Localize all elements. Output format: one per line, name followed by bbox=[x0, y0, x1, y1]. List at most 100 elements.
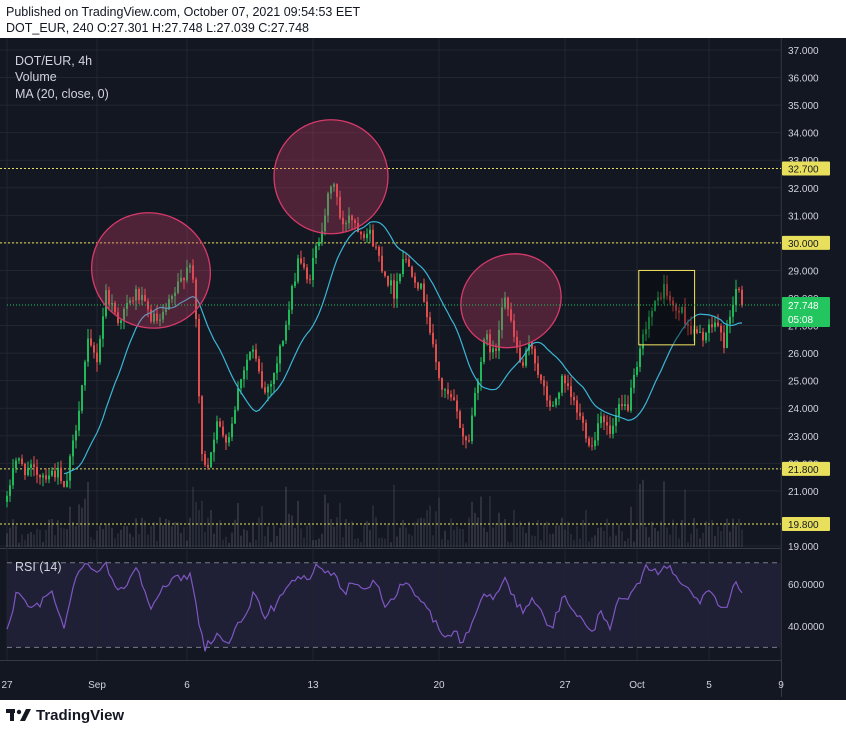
candle[interactable] bbox=[216, 421, 218, 440]
candle[interactable] bbox=[435, 344, 437, 363]
candle[interactable] bbox=[573, 397, 575, 401]
candle[interactable] bbox=[417, 282, 419, 289]
candle[interactable] bbox=[378, 247, 380, 256]
candle[interactable] bbox=[327, 193, 329, 216]
candle[interactable] bbox=[225, 435, 227, 443]
candle[interactable] bbox=[348, 215, 350, 224]
candle[interactable] bbox=[732, 304, 734, 317]
candle[interactable] bbox=[204, 454, 206, 465]
candle[interactable] bbox=[438, 362, 440, 379]
candle[interactable] bbox=[234, 409, 236, 424]
candle[interactable] bbox=[576, 400, 578, 413]
candle[interactable] bbox=[474, 392, 476, 416]
candle[interactable] bbox=[399, 274, 401, 282]
candle[interactable] bbox=[339, 196, 341, 218]
candle[interactable] bbox=[657, 297, 659, 301]
candle[interactable] bbox=[306, 267, 308, 280]
candle[interactable] bbox=[285, 324, 287, 341]
candle[interactable] bbox=[363, 234, 365, 239]
candle[interactable] bbox=[381, 255, 383, 272]
candle[interactable] bbox=[231, 423, 233, 438]
candle[interactable] bbox=[492, 348, 494, 353]
candle[interactable] bbox=[708, 324, 710, 333]
candle[interactable] bbox=[450, 394, 452, 398]
candle[interactable] bbox=[702, 331, 704, 341]
candle[interactable] bbox=[612, 425, 614, 434]
candle[interactable] bbox=[549, 400, 551, 407]
candle[interactable] bbox=[342, 217, 344, 225]
highlight-box[interactable] bbox=[638, 269, 696, 346]
candle[interactable] bbox=[633, 374, 635, 388]
candle[interactable] bbox=[75, 430, 77, 441]
candle[interactable] bbox=[537, 363, 539, 375]
candle[interactable] bbox=[54, 470, 56, 478]
candle[interactable] bbox=[552, 405, 554, 407]
candle[interactable] bbox=[246, 359, 248, 371]
candle[interactable] bbox=[144, 295, 146, 302]
candle[interactable] bbox=[687, 324, 689, 326]
candle[interactable] bbox=[105, 290, 107, 317]
candle[interactable] bbox=[6, 495, 8, 502]
candle[interactable] bbox=[84, 361, 86, 386]
candle[interactable] bbox=[60, 467, 62, 482]
candle[interactable] bbox=[48, 475, 50, 480]
candle[interactable] bbox=[705, 332, 707, 341]
candle[interactable] bbox=[429, 317, 431, 333]
candle[interactable] bbox=[375, 246, 377, 248]
candle[interactable] bbox=[480, 362, 482, 382]
candle[interactable] bbox=[330, 186, 332, 194]
candle[interactable] bbox=[414, 276, 416, 283]
candle[interactable] bbox=[723, 332, 725, 348]
candle[interactable] bbox=[651, 310, 653, 317]
candle[interactable] bbox=[684, 306, 686, 325]
candle[interactable] bbox=[696, 329, 698, 333]
candle[interactable] bbox=[582, 416, 584, 423]
highlight-ellipse[interactable] bbox=[273, 119, 389, 235]
candle[interactable] bbox=[243, 370, 245, 380]
candle[interactable] bbox=[66, 480, 68, 487]
candle[interactable] bbox=[426, 301, 428, 318]
candle[interactable] bbox=[609, 425, 611, 434]
candle[interactable] bbox=[270, 384, 272, 387]
candle[interactable] bbox=[654, 300, 656, 311]
candle[interactable] bbox=[372, 229, 374, 247]
candle[interactable] bbox=[606, 422, 608, 426]
candle[interactable] bbox=[165, 309, 167, 312]
candle[interactable] bbox=[432, 332, 434, 345]
candle[interactable] bbox=[291, 285, 293, 310]
candle[interactable] bbox=[207, 464, 209, 468]
candle[interactable] bbox=[642, 334, 644, 349]
candle[interactable] bbox=[444, 389, 446, 391]
candle[interactable] bbox=[300, 258, 302, 264]
candle[interactable] bbox=[15, 460, 17, 469]
candle[interactable] bbox=[9, 485, 11, 496]
candle[interactable] bbox=[681, 306, 683, 313]
candle[interactable] bbox=[210, 452, 212, 468]
candle[interactable] bbox=[621, 404, 623, 407]
candle[interactable] bbox=[132, 300, 134, 302]
candle[interactable] bbox=[729, 316, 731, 324]
candle[interactable] bbox=[72, 440, 74, 457]
candle[interactable] bbox=[579, 412, 581, 417]
candle[interactable] bbox=[477, 381, 479, 393]
candle[interactable] bbox=[93, 345, 95, 353]
candle[interactable] bbox=[741, 289, 743, 305]
candle[interactable] bbox=[699, 331, 701, 333]
candle[interactable] bbox=[309, 279, 311, 281]
candle[interactable] bbox=[402, 259, 404, 275]
candle[interactable] bbox=[678, 310, 680, 313]
candle[interactable] bbox=[180, 277, 182, 282]
candle[interactable] bbox=[666, 284, 668, 296]
candle[interactable] bbox=[600, 416, 602, 424]
candle[interactable] bbox=[351, 215, 353, 221]
candle[interactable] bbox=[639, 348, 641, 367]
candle[interactable] bbox=[663, 284, 665, 299]
candle[interactable] bbox=[183, 277, 185, 281]
candle[interactable] bbox=[453, 397, 455, 401]
candle[interactable] bbox=[33, 464, 35, 467]
candle[interactable] bbox=[279, 345, 281, 364]
candle[interactable] bbox=[297, 258, 299, 282]
candle[interactable] bbox=[597, 423, 599, 441]
candle[interactable] bbox=[51, 470, 53, 476]
candle[interactable] bbox=[123, 308, 125, 321]
